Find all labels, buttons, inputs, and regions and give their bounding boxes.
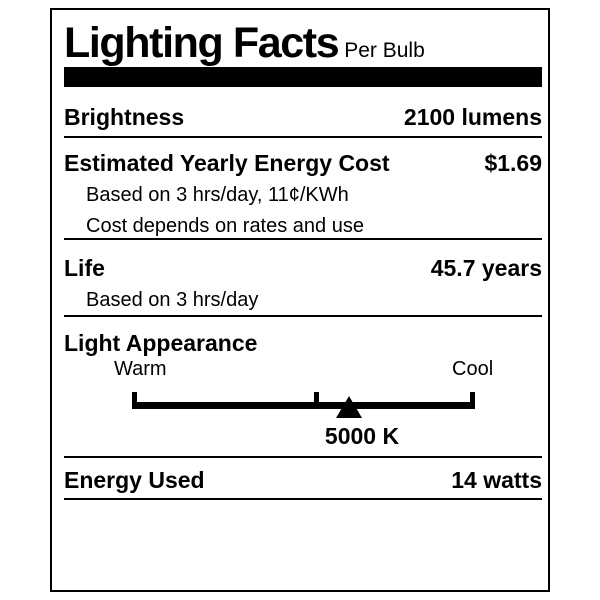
label-title-row: Lighting Facts Per Bulb bbox=[64, 18, 542, 68]
scale-label-warm: Warm bbox=[114, 358, 167, 380]
energy-cost-disclaimer: Cost depends on rates and use bbox=[86, 215, 364, 237]
energy-cost-label: Estimated Yearly Energy Cost bbox=[64, 150, 390, 176]
divider-after-energy-used bbox=[64, 498, 542, 500]
light-appearance-label: Light Appearance bbox=[64, 330, 258, 356]
page-title-qualifier: Per Bulb bbox=[344, 39, 425, 62]
brightness-value: 2100 lumens bbox=[403, 104, 542, 130]
life-value: 45.7 years bbox=[430, 255, 542, 281]
divider-after-brightness bbox=[64, 136, 542, 138]
life-label: Life bbox=[64, 255, 105, 281]
divider-after-light-appearance bbox=[64, 456, 542, 458]
row-energy-used: Energy Used 14 watts bbox=[64, 465, 542, 495]
row-brightness: Brightness 2100 lumens bbox=[64, 102, 542, 132]
triangle-marker-icon bbox=[336, 396, 362, 418]
brightness-label: Brightness bbox=[64, 104, 185, 130]
energy-used-label: Energy Used bbox=[64, 467, 205, 493]
scale-tick-cool-end bbox=[470, 392, 475, 409]
scale-tick-middle bbox=[314, 392, 319, 409]
scale-tick-warm-end bbox=[132, 392, 137, 409]
blank-footer-area bbox=[64, 500, 542, 590]
energy-cost-basis-note: Based on 3 hrs/day, 11¢/KWh bbox=[86, 184, 349, 206]
page-title: Lighting Facts bbox=[64, 19, 340, 67]
row-life: Life 45.7 years bbox=[64, 253, 542, 283]
header-black-bar bbox=[64, 67, 542, 87]
energy-used-value: 14 watts bbox=[451, 467, 542, 493]
scale-label-cool: Cool bbox=[452, 358, 494, 380]
lighting-facts-label: Lighting Facts Per Bulb Brightness 2100 l… bbox=[50, 8, 550, 592]
label-inner: Lighting Facts Per Bulb Brightness 2100 l… bbox=[64, 10, 542, 590]
row-energy-cost: Estimated Yearly Energy Cost $1.69 bbox=[64, 148, 542, 178]
kelvin-value: 5000 K bbox=[324, 423, 400, 449]
life-basis-note: Based on 3 hrs/day bbox=[86, 289, 259, 311]
divider-after-energy-cost bbox=[64, 238, 542, 240]
scale-bar-track bbox=[132, 402, 475, 409]
divider-after-life bbox=[64, 315, 542, 317]
row-light-appearance: Light Appearance bbox=[64, 328, 542, 358]
energy-cost-value: $1.69 bbox=[484, 150, 542, 176]
color-temperature-scale: Warm Cool 5000 K bbox=[64, 356, 542, 452]
